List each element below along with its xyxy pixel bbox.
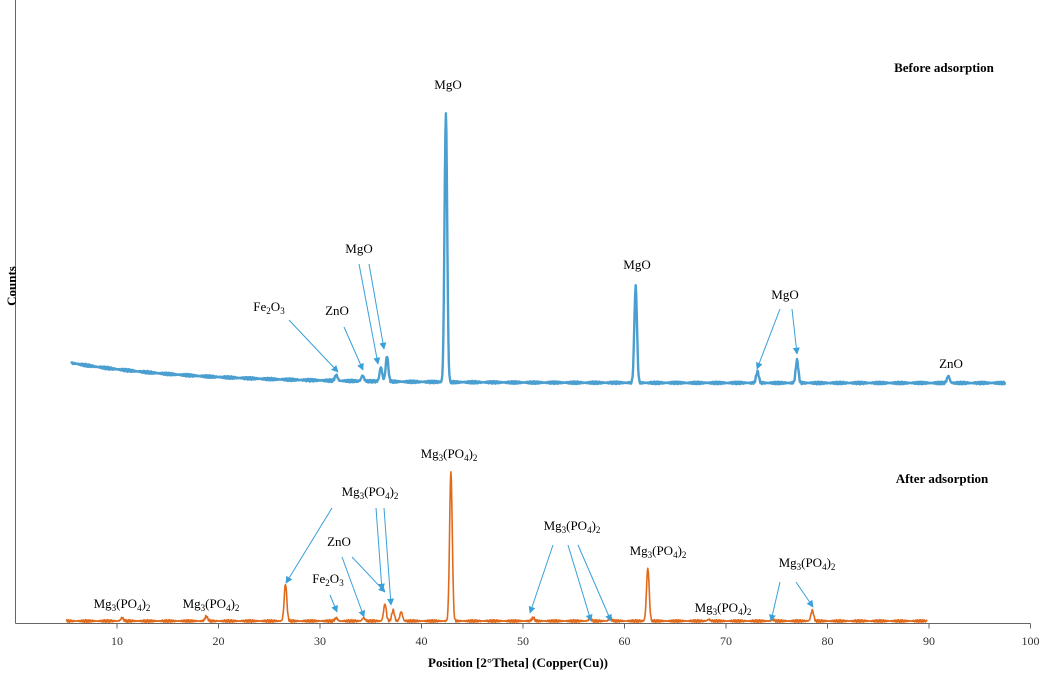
annotation-arrow [343,326,364,371]
annotation-labels: MgO Fe2O3 ZnO MgO MgO MgO ZnO Mg3(PO4)2 Mg3(PO4)… [94,77,963,617]
annotation-arrow [285,507,333,584]
annotation-label: MgO [623,257,650,272]
annotation-label: Mg3(PO4)2 [695,600,752,617]
annotation-label: Mg3(PO4)2 [779,555,836,572]
annotation-label: Mg3(PO4)2 [183,596,240,613]
annotation-label: ZnO [939,356,963,371]
x-tick-label: 10 [111,634,123,648]
axes: 10 20 30 40 50 60 70 80 90 100 [15,0,1040,648]
annotation-arrow [375,507,386,591]
annotation-arrow [755,308,781,370]
annotation-label: Mg3(PO4)2 [342,484,399,501]
annotation-arrow [351,556,386,593]
series-line [70,112,1007,386]
annotation-label: Mg3(PO4)2 [630,543,687,560]
annotation-arrow [795,581,814,608]
x-tick-label: 20 [213,634,225,648]
annotation-label: MgO [345,241,372,256]
annotation-label: Mg3(PO4)2 [94,596,151,613]
annotation-arrow [791,308,800,355]
annotation-arrow [528,544,554,614]
series-group [65,112,1007,624]
annotation-label: ZnO [325,303,349,318]
series-line [65,470,928,624]
annotation-arrow [358,263,381,365]
annotation-arrow [329,594,338,613]
annotation-arrow [341,556,366,618]
annotation-arrow [368,263,387,350]
x-tick-label: 40 [416,634,428,648]
annotation-label: Mg3(PO4)2 [544,518,601,535]
annotation-label: Fe2O3 [253,299,285,316]
annotation-arrows [285,263,814,622]
annotation-label: MgO [434,77,461,92]
x-tick-label: 60 [619,634,631,648]
annotation-arrow [567,544,593,622]
annotation-arrow [383,507,395,606]
annotation-arrow [769,581,781,622]
annotation-arrow [288,319,339,373]
y-axis-label: Counts [4,266,19,306]
panel-title-after: After adsorption [896,471,989,486]
annotation-label: ZnO [327,534,351,549]
x-tick-label: 30 [314,634,326,648]
annotation-label: Mg3(PO4)2 [421,446,478,463]
x-axis-label: Position [2°Theta] (Copper(Cu)) [428,655,608,670]
panel-title-before: Before adsorption [894,60,995,75]
x-tick-label: 70 [720,634,732,648]
x-tick-label: 100 [1022,634,1040,648]
annotation-arrow [577,544,612,622]
x-tick-label: 90 [923,634,935,648]
x-tick-label: 80 [822,634,834,648]
annotation-label: MgO [771,287,798,302]
x-tick-label: 50 [517,634,529,648]
annotation-label: Fe2O3 [312,571,344,588]
